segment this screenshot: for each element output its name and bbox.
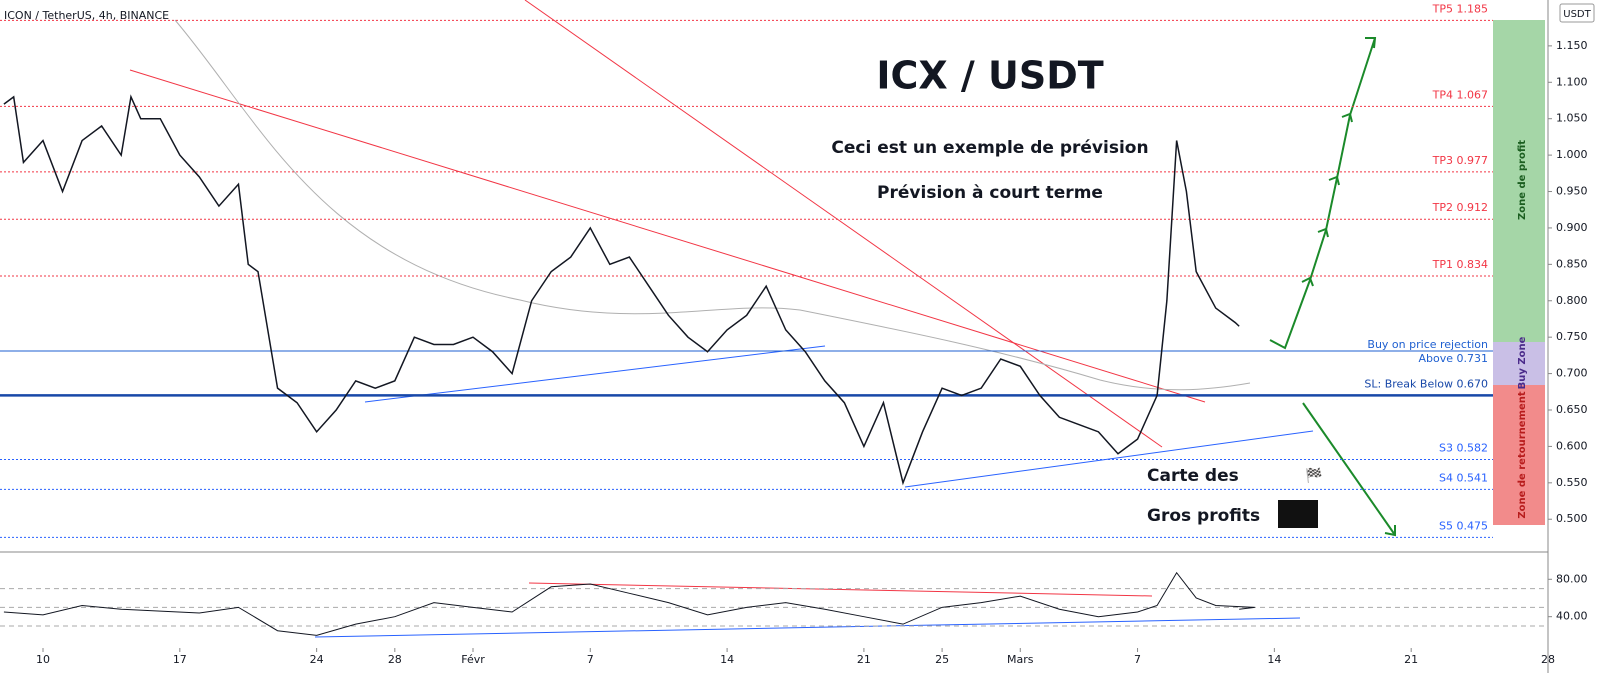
rsi-line	[3, 571, 1255, 636]
rsi-trend-line	[314, 617, 1301, 638]
y-tick-label: 0.800	[1556, 294, 1588, 307]
annotation: Gros profits	[1147, 506, 1260, 526]
x-tick-label: 7	[1134, 653, 1141, 666]
arrow-head	[1384, 525, 1396, 537]
buy-zone	[1493, 342, 1545, 385]
x-tick-label: 28	[1541, 653, 1555, 666]
level-label: Buy on price rejection	[1367, 338, 1488, 351]
road-icon	[1278, 500, 1318, 528]
price-line	[3, 94, 1240, 486]
annotation: Ceci est un exemple de prévision	[831, 138, 1148, 158]
y-tick-label: 0.500	[1556, 512, 1588, 525]
currency: USDT	[1563, 9, 1591, 20]
y-tick-label: 0.900	[1556, 221, 1588, 234]
level-label: S4 0.541	[1439, 471, 1488, 484]
x-tick-label: 28	[388, 653, 402, 666]
trend-line	[364, 345, 826, 403]
y-tick-label: 0.650	[1556, 403, 1588, 416]
x-tick-label: 14	[1267, 653, 1281, 666]
annotation: Prévision à court terme	[877, 183, 1103, 203]
profit-zone	[1493, 20, 1545, 342]
y-tick-label: 0.950	[1556, 185, 1588, 198]
y-tick-label: 0.850	[1556, 257, 1588, 270]
x-tick-label: Févr	[461, 653, 485, 666]
zone-label: Buy Zone	[1517, 336, 1528, 389]
x-tick-label: 14	[720, 653, 734, 666]
x-tick-label: Mars	[1007, 653, 1034, 666]
moving-average	[174, 19, 1251, 391]
zone-label: Zone de profit	[1517, 140, 1528, 220]
trend-line	[524, 0, 1163, 448]
chart-title: ICX / USDT	[876, 54, 1103, 98]
forecast-arrow	[1302, 402, 1396, 536]
zone-label: Zone de retournement	[1517, 391, 1528, 519]
y-tick-label: 1.000	[1556, 148, 1588, 161]
y-tick-label: 1.100	[1556, 75, 1588, 88]
arrow-head	[1301, 37, 1377, 287]
level-label: S5 0.475	[1439, 519, 1488, 532]
source-label: ICON / TetherUS, 4h, BINANCE	[4, 9, 169, 22]
rsi-tick-label: 80.00	[1556, 572, 1588, 585]
rsi-trend-line	[528, 582, 1153, 597]
level-label: S3 0.582	[1439, 442, 1488, 455]
annotation: Carte des	[1147, 466, 1239, 486]
y-tick-label: 0.700	[1556, 367, 1588, 380]
x-tick-label: 25	[935, 653, 949, 666]
level-label: TP2 0.912	[1432, 201, 1488, 214]
reversal-zone	[1493, 385, 1545, 525]
x-tick-label: 21	[1404, 653, 1418, 666]
y-tick-label: 0.750	[1556, 330, 1588, 343]
trend-line	[904, 430, 1314, 488]
y-tick-label: 0.600	[1556, 439, 1588, 452]
x-tick-label: 21	[857, 653, 871, 666]
y-tick-label: 1.150	[1556, 39, 1588, 52]
y-tick-label: 1.050	[1556, 112, 1588, 125]
flag-icon: 🏁	[1305, 467, 1322, 484]
x-tick-label: 24	[310, 653, 324, 666]
y-tick-label: 0.550	[1556, 476, 1588, 489]
rsi-tick-label: 40.00	[1556, 610, 1588, 623]
drawings: 🏁	[129, 0, 1396, 638]
level-label: TP4 1.067	[1432, 88, 1488, 101]
currency-box	[1559, 3, 1595, 23]
level-label: TP3 0.977	[1432, 154, 1488, 167]
level-label: Above 0.731	[1418, 352, 1488, 365]
level-label: SL: Break Below 0.670	[1364, 377, 1488, 390]
zones: Zone de profit Buy Zone Zone de retourne…	[1493, 20, 1545, 525]
level-label: TP1 0.834	[1432, 258, 1488, 271]
x-tick-label: 17	[173, 653, 187, 666]
x-tick-label: 7	[587, 653, 594, 666]
level-label: TP5 1.185	[1432, 2, 1488, 15]
trend-line	[129, 69, 1206, 403]
x-tick-label: 10	[36, 653, 50, 666]
